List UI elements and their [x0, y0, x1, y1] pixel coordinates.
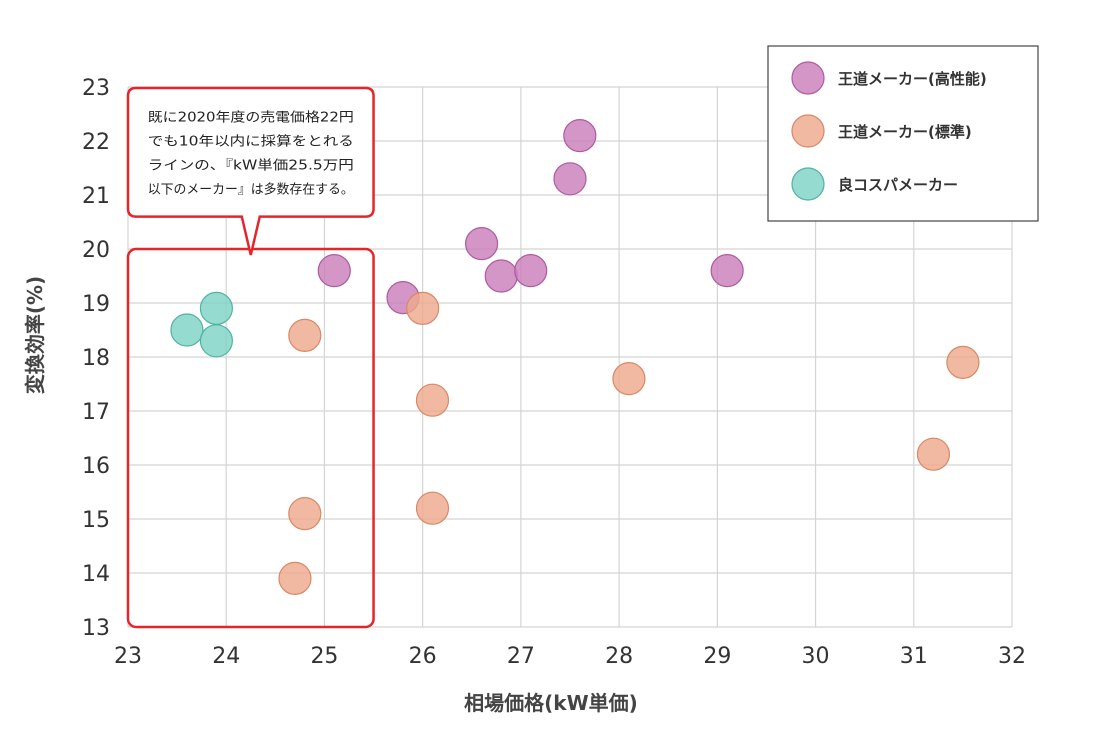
axis-ticks: 23 24 25 26 27 28 29 30 31 32 13 14 15 16 17 18 19 20 21 22… [82, 76, 1026, 669]
y-tick-label: 21 [82, 184, 110, 209]
legend-label: 良コスパメーカー [838, 176, 958, 194]
data-points [170, 119, 980, 596]
y-tick-label: 19 [82, 292, 110, 317]
x-tick-label: 23 [114, 644, 142, 669]
data-point-series-1 [710, 254, 744, 288]
data-point-series-2 [288, 318, 322, 352]
y-tick-label: 18 [82, 346, 110, 371]
data-point-series-2 [406, 291, 440, 325]
callout-bubble [126, 86, 375, 256]
callout-text-line: でも10年以内に採算をとれる [148, 133, 354, 149]
x-tick-label: 27 [507, 644, 535, 669]
y-tick-label: 14 [82, 562, 110, 587]
legend-marker [791, 61, 825, 95]
y-tick-label: 22 [82, 130, 110, 155]
x-tick-label: 29 [703, 644, 731, 669]
legend-marker [791, 114, 825, 148]
x-tick-label: 26 [409, 644, 437, 669]
callout-text-line: 既に2020年度の売電価格22円 [148, 109, 354, 125]
legend: 王道メーカー(高性能) 王道メーカー(標準) 良コスパメーカー [767, 45, 1039, 222]
data-point-series-2 [415, 383, 450, 417]
x-tick-label: 28 [605, 644, 633, 669]
x-tick-label: 24 [212, 644, 240, 669]
data-point-series-2 [278, 561, 312, 596]
callout-text-line: ラインの、『kW単価25.5万円 [148, 157, 354, 173]
data-point-series-1 [465, 227, 499, 261]
y-axis-title: 変換効率(%) [23, 276, 47, 394]
legend-label: 王道メーカー(標準) [838, 123, 972, 141]
data-point-series-1 [553, 162, 587, 196]
y-tick-label: 17 [82, 400, 110, 425]
x-tick-label: 31 [900, 644, 928, 669]
data-point-series-1 [563, 119, 597, 153]
data-point-series-2 [288, 496, 322, 531]
data-point-series-2 [612, 362, 646, 396]
data-point-series-3 [199, 324, 233, 358]
y-tick-label: 16 [82, 454, 110, 479]
data-point-series-2 [916, 437, 951, 471]
x-tick-label: 30 [802, 644, 830, 669]
y-tick-label: 15 [82, 508, 110, 533]
callout-annotation: 既に2020年度の売電価格22円でも10年以内に採算をとれるラインの、『kW単価… [126, 86, 375, 629]
data-point-series-2 [415, 491, 450, 525]
data-point-series-3 [199, 291, 233, 325]
highlight-region-box [126, 247, 375, 629]
y-tick-label: 23 [82, 76, 110, 101]
x-axis-title: 相場価格(kW単価) [464, 691, 638, 715]
legend-label: 王道メーカー(高性能) [838, 70, 987, 88]
y-tick-label: 20 [82, 238, 110, 263]
x-tick-label: 32 [998, 644, 1026, 669]
y-tick-label: 13 [82, 616, 110, 641]
data-point-series-1 [514, 254, 548, 288]
data-point-series-3 [170, 313, 204, 347]
data-point-series-2 [946, 345, 980, 379]
data-point-series-1 [484, 259, 518, 293]
callout-text-line: 以下のメーカー』は多数存在する。 [148, 181, 354, 197]
legend-marker [791, 167, 825, 201]
x-tick-label: 25 [310, 644, 338, 669]
data-point-series-1 [317, 254, 351, 288]
